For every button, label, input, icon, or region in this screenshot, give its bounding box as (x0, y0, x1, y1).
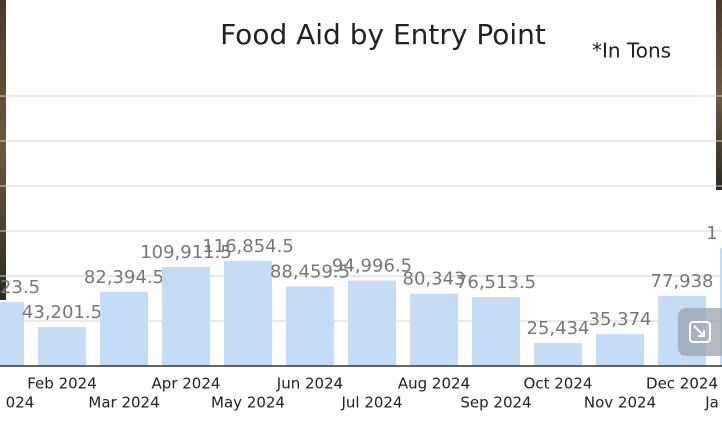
background-photo (0, 0, 6, 300)
plot: 024 23.5 Feb 2024 43,201.5 Mar 2024 82,394.5 A… (0, 95, 722, 412)
bar (286, 286, 334, 366)
bar (596, 334, 644, 366)
bar (0, 302, 24, 366)
x-tick-label: Dec 2024 (646, 375, 718, 393)
value-label: 76,513.5 (456, 272, 536, 293)
bar (410, 293, 458, 366)
value-label: 109,911.5 (140, 242, 232, 263)
x-tick-label: Nov 2024 (584, 394, 656, 412)
bar (38, 327, 86, 366)
value-label: 25,434 (527, 318, 590, 339)
button-icon (689, 321, 711, 343)
bar (534, 343, 582, 366)
x-tick-label: Oct 2024 (524, 375, 593, 393)
value-label: 82,394.5 (84, 267, 164, 288)
x-tick-label: Mar 2024 (88, 394, 159, 412)
x-tick-label: Apr 2024 (152, 375, 221, 393)
x-tick-label: Aug 2024 (398, 375, 470, 393)
x-tick-label: Jun 2024 (276, 375, 343, 393)
x-tick-label: May 2024 (211, 394, 285, 412)
x-tick-label: Ja (704, 394, 719, 412)
x-tick-label: Sep 2024 (460, 394, 531, 412)
bar (100, 291, 148, 366)
bar (162, 267, 210, 366)
value-label: 94,996.5 (332, 256, 412, 277)
bar (720, 248, 722, 366)
button-icon (693, 325, 705, 337)
value-label: 77,938 (651, 271, 714, 292)
chart-subtitle: *In Tons (592, 39, 671, 63)
value-label: 23.5 (0, 277, 40, 298)
x-tick-label: 024 (6, 394, 35, 412)
value-label: 116,854.5 (202, 236, 294, 257)
fullscreen-button[interactable] (678, 308, 722, 356)
x-tick-label: Jul 2024 (340, 394, 402, 412)
bar (472, 297, 520, 366)
background-photo (716, 0, 722, 190)
value-label: 88,459.5 (270, 261, 350, 282)
value-label: 43,201.5 (22, 302, 102, 323)
x-tick-label: Feb 2024 (27, 375, 97, 393)
bar (348, 280, 396, 366)
value-label: 1 (706, 223, 717, 244)
chart-title: Food Aid by Entry Point (220, 18, 546, 51)
bar (224, 260, 272, 366)
value-label: 35,374 (589, 309, 652, 330)
value-label: 80,343 (403, 269, 466, 290)
